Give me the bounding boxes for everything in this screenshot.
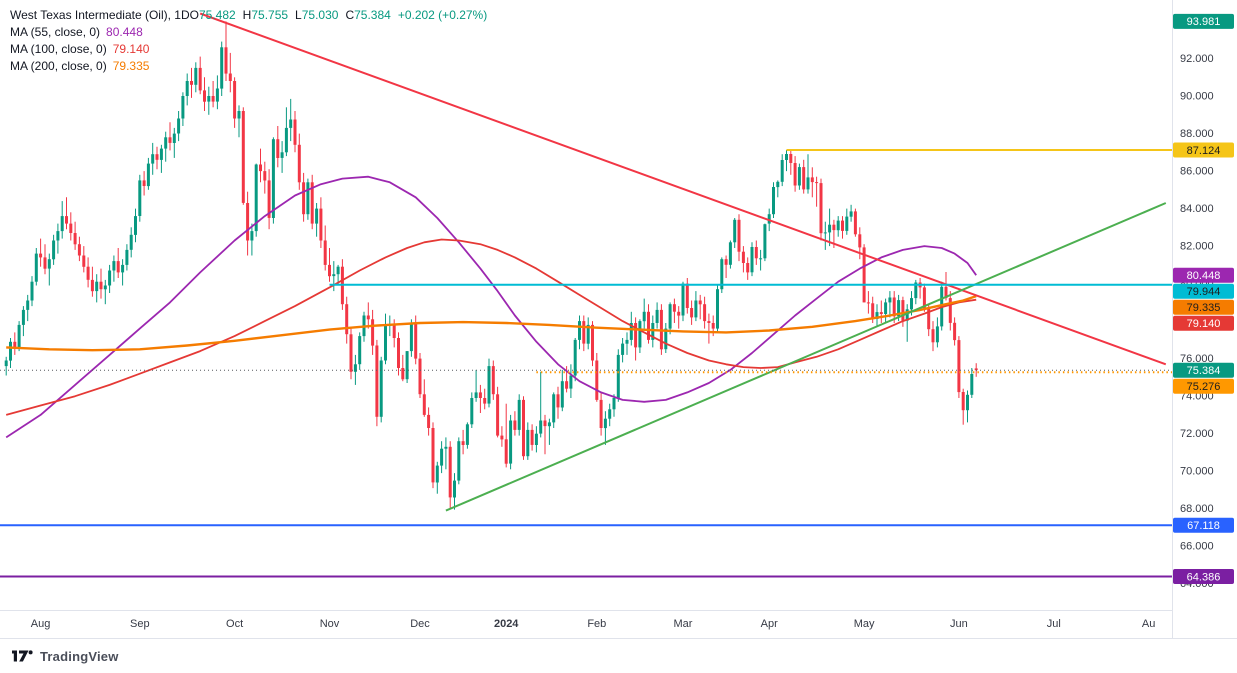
- indicator-row-ma100[interactable]: MA (100, close, 0) 79.140: [10, 41, 487, 58]
- ma100-value: 79.140: [112, 42, 150, 56]
- svg-text:76.000: 76.000: [1180, 353, 1214, 365]
- candlestick-series[interactable]: [4, 21, 978, 510]
- svg-text:75.384: 75.384: [1187, 365, 1221, 377]
- symbol-row: West Texas Intermediate (Oil), 1DO75.482…: [10, 7, 487, 24]
- ma200-label: MA (200, close, 0): [10, 59, 107, 73]
- svg-text:Jun: Jun: [950, 618, 968, 630]
- svg-text:Dec: Dec: [410, 618, 430, 630]
- high-label: H: [242, 8, 252, 22]
- svg-text:2024: 2024: [494, 618, 519, 630]
- time-axis[interactable]: Aug Sep Oct Nov Dec 2024 Feb Mar Apr May Jun Jul Au: [31, 618, 1156, 630]
- ascending-trendline[interactable]: [445, 202, 1167, 512]
- svg-text:66.000: 66.000: [1180, 541, 1214, 553]
- svg-text:86.000: 86.000: [1180, 166, 1214, 178]
- svg-text:82.000: 82.000: [1180, 241, 1214, 253]
- svg-text:84.000: 84.000: [1180, 203, 1214, 215]
- ma-100-line[interactable]: [5, 238, 977, 416]
- svg-text:90.000: 90.000: [1180, 91, 1214, 103]
- svg-text:79.335: 79.335: [1187, 302, 1221, 314]
- svg-text:93.981: 93.981: [1187, 16, 1221, 28]
- ma-55-line[interactable]: [5, 175, 977, 439]
- symbol-title[interactable]: West Texas Intermediate (Oil), 1D: [10, 8, 190, 22]
- indicator-row-ma200[interactable]: MA (200, close, 0) 79.335: [10, 58, 487, 75]
- ohlc-readout: O75.482 H75.755 L75.030 C75.384 +0.202 (+0.2…: [190, 8, 488, 22]
- bottom-toolbar: TradingView: [0, 638, 1237, 673]
- svg-text:75.276: 75.276: [1187, 381, 1221, 393]
- low-label: L: [295, 8, 302, 22]
- svg-text:Au: Au: [1142, 618, 1155, 630]
- svg-text:72.000: 72.000: [1180, 428, 1214, 440]
- svg-text:80.448: 80.448: [1187, 270, 1221, 282]
- svg-text:Jul: Jul: [1047, 618, 1061, 630]
- tradingview-logo-icon[interactable]: [12, 649, 33, 663]
- high-value: 75.755: [251, 8, 289, 22]
- svg-text:Sep: Sep: [130, 618, 150, 630]
- svg-text:May: May: [854, 618, 875, 630]
- svg-text:Feb: Feb: [587, 618, 606, 630]
- close-value: 75.384: [354, 8, 391, 22]
- ma-200-line[interactable]: [6, 294, 977, 352]
- ma200-value: 79.335: [112, 59, 150, 73]
- price-axis-badges: 93.981 87.124 80.448 79.944 79.335 79.140 75.3…: [1173, 13, 1234, 584]
- svg-text:79.140: 79.140: [1187, 318, 1221, 330]
- svg-text:79.944: 79.944: [1187, 286, 1221, 298]
- ma55-value: 80.448: [106, 25, 143, 39]
- ma100-label: MA (100, close, 0): [10, 42, 107, 56]
- svg-text:Nov: Nov: [320, 618, 340, 630]
- svg-text:Apr: Apr: [761, 618, 778, 630]
- svg-text:88.000: 88.000: [1180, 128, 1214, 140]
- svg-text:64.386: 64.386: [1187, 571, 1221, 583]
- low-value: 75.030: [301, 8, 339, 22]
- svg-text:Oct: Oct: [226, 618, 243, 630]
- change-value: +0.202 (+0.27%): [397, 8, 488, 22]
- close-label: C: [345, 8, 355, 22]
- indicator-row-ma55[interactable]: MA (55, close, 0) 80.448: [10, 24, 487, 41]
- svg-text:92.000: 92.000: [1180, 53, 1214, 65]
- ma55-label: MA (55, close, 0): [10, 25, 101, 39]
- svg-text:67.118: 67.118: [1187, 520, 1220, 532]
- axis-separators: [0, 0, 1173, 638]
- chart-legend: West Texas Intermediate (Oil), 1DO75.482…: [10, 7, 487, 75]
- descending-trendline[interactable]: [199, 12, 1167, 366]
- svg-text:70.000: 70.000: [1180, 466, 1214, 478]
- svg-text:Mar: Mar: [674, 618, 693, 630]
- open-value: 75.482: [198, 8, 236, 22]
- svg-text:Aug: Aug: [31, 618, 51, 630]
- svg-text:68.000: 68.000: [1180, 503, 1214, 515]
- open-label: O: [189, 8, 199, 22]
- svg-text:87.124: 87.124: [1187, 145, 1221, 157]
- tradingview-wordmark[interactable]: TradingView: [40, 648, 119, 664]
